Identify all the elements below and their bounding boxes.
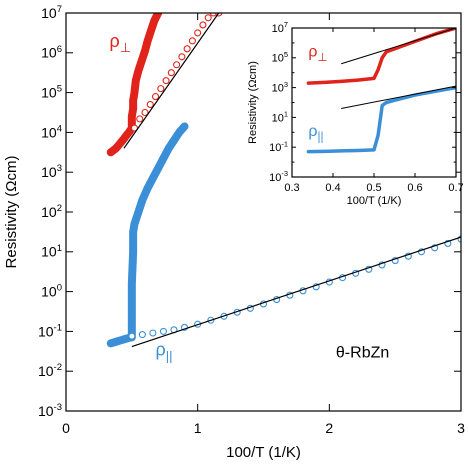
main-point-rho_perp_cooling-12 <box>194 29 202 37</box>
main-label-rho-perp: ρ⊥ <box>109 31 131 55</box>
main-point-rho_perp_cooling-14 <box>204 14 212 22</box>
main-point-rho_par_heating-20 <box>159 154 167 162</box>
main-y-tick-label-10: 107 <box>41 4 62 21</box>
main-point-rho_perp_heating-21 <box>150 17 158 25</box>
main-point-rho_perp_cooling-8 <box>173 61 181 69</box>
inset-y-tick-label-4: 105 <box>272 50 288 65</box>
inset-inset_fit_perp <box>341 28 456 65</box>
main-point-rho_par_cooling-2 <box>149 329 157 337</box>
main-point-rho_perp_heating-15 <box>132 77 140 85</box>
inset-y-tick-label-1: 10-1 <box>269 139 288 154</box>
main-point-rho_perp_heating-16 <box>134 67 142 75</box>
main-point-rho_par_heating-21 <box>165 144 173 152</box>
inset-y-tick-label-2: 101 <box>272 110 288 125</box>
inset-label-rho-par: ρ|| <box>308 123 323 143</box>
main-point-rho_par_heating-11 <box>128 280 136 288</box>
main-point-rho_perp_cooling-6 <box>162 77 170 85</box>
main-series-rho_par_heating-trace <box>106 122 189 348</box>
main-point-rho_perp_heating-17 <box>137 59 145 67</box>
main-point-rho_perp_cooling-4 <box>151 93 160 101</box>
inset-x-tick-label-4: 0.7 <box>448 182 463 194</box>
main-fit_par <box>131 236 461 348</box>
main-point-rho_perp_heating-13 <box>129 97 137 105</box>
main-y-tick-label-9: 106 <box>41 44 62 61</box>
main-x-tick-label-3: 3 <box>457 420 465 436</box>
main-y-tick-label-4: 101 <box>41 243 62 260</box>
main-point-rho_perp_heating-14 <box>130 89 138 97</box>
main-point-rho_par_cooling-3 <box>159 327 167 335</box>
inset-x-tick-label-1: 0.4 <box>325 182 340 194</box>
main-point-rho_perp_cooling-10 <box>183 45 191 53</box>
main-point-rho_perp_cooling-2 <box>141 108 149 117</box>
inset-series-inset_par <box>306 85 456 154</box>
inset-inset_fit_par <box>341 85 456 109</box>
main-y-tick-label-1: 10-2 <box>38 362 62 379</box>
main-point-rho_par_heating-12 <box>129 248 137 256</box>
main-chart: 0 1 2 3 10-3 10-2 10-1 100 101 102 103 104 105 106 107… <box>3 4 465 461</box>
main-point-rho_perp_heating-22 <box>154 13 162 17</box>
main-y-tick-label-5: 102 <box>41 203 62 220</box>
main-x-axis-label: 100/T (1/K) <box>226 444 301 461</box>
main-point-rho_perp_heating-20 <box>148 25 156 33</box>
main-point-rho_par_heating-10 <box>128 311 136 319</box>
main-point-rho_perp_cooling-15 <box>209 13 218 17</box>
inset-x-tick-label-0: 0.3 <box>284 182 299 194</box>
inset-y-tick-label-3: 103 <box>272 80 288 95</box>
main-point-rho_perp_cooling-7 <box>167 69 175 77</box>
main-point-rho_par_heating-19 <box>154 164 162 172</box>
main-y-tick-label-3: 100 <box>41 283 62 300</box>
main-point-rho_perp_cooling-9 <box>178 53 186 61</box>
main-y-tick-label-2: 10-1 <box>38 322 62 339</box>
main-plot-area <box>106 13 461 348</box>
main-point-rho_par_cooling-0 <box>128 332 136 340</box>
main-point-rho_par_heating-16 <box>138 196 146 204</box>
main-point-rho_par_heating-24 <box>181 122 188 130</box>
main-point-rho_par_heating-13 <box>129 228 137 236</box>
inset-x-tick-label-3: 0.6 <box>407 182 422 194</box>
main-y-tick-label-0: 10-3 <box>38 402 62 419</box>
inset-x-axis-label: 100/T (1/K) <box>347 195 402 207</box>
main-label-sample: θ-RbZn <box>336 344 389 361</box>
main-point-rho_par_heating-22 <box>170 136 178 144</box>
main-point-rho_perp_heating-12 <box>129 105 137 113</box>
main-point-rho_par_heating-17 <box>144 184 152 192</box>
main-point-rho_perp_cooling-3 <box>146 100 154 109</box>
main-point-rho_perp_cooling-5 <box>157 85 165 93</box>
main-point-rho_perp_cooling-13 <box>199 21 207 29</box>
main-point-rho_perp_heating-18 <box>141 47 149 55</box>
inset-x-tick-label-2: 0.5 <box>366 182 381 194</box>
main-point-rho_perp_cooling-1 <box>136 115 144 123</box>
main-point-rho_par_heating-15 <box>134 208 142 216</box>
inset-y-tick-label-0: 10-3 <box>269 169 288 184</box>
main-x-tick-label-1: 1 <box>194 420 202 436</box>
main-fit_perp <box>123 13 220 149</box>
main-point-rho_perp_cooling-11 <box>188 37 196 45</box>
inset-y-axis-label: Resistivity (Ωcm) <box>247 61 259 144</box>
main-y-axis-label: Resistivity (Ωcm) <box>3 156 20 269</box>
inset-chart: 0.3 0.4 0.5 0.6 0.7 10-3 10-1 101 103 105 107 100/T… <box>247 20 464 207</box>
main-y-tick-label-7: 104 <box>41 123 63 140</box>
main-point-rho_perp_heating-19 <box>144 37 152 45</box>
main-point-rho_par_heating-18 <box>149 174 157 182</box>
main-point-rho_perp_heating-11 <box>128 112 136 120</box>
inset-label-rho-perp: ρ⊥ <box>308 43 327 63</box>
main-y-tick-label-6: 103 <box>41 163 62 180</box>
main-point-rho_perp_heating-10 <box>128 118 136 126</box>
inset-y-tick-label-5: 107 <box>272 20 288 35</box>
main-x-tick-label-2: 2 <box>325 420 333 436</box>
main-point-rho_par_cooling-1 <box>138 331 146 339</box>
main-y-tick-label-8: 105 <box>41 84 62 101</box>
inset-plot-area <box>306 28 456 154</box>
main-point-rho_par_heating-23 <box>175 128 183 136</box>
main-point-rho_par_heating-14 <box>130 220 138 228</box>
main-label-rho-par: ρ|| <box>156 339 173 363</box>
main-x-tick-label-0: 0 <box>62 420 70 436</box>
